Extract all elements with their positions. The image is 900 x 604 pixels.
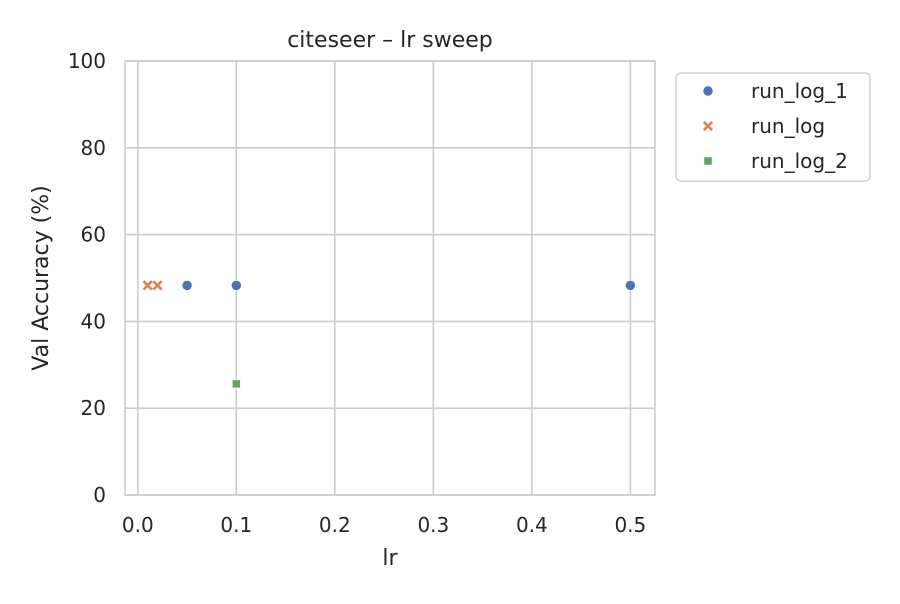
data-point-run-log-2 (231, 379, 241, 389)
legend-marker-run-log (702, 120, 714, 132)
data-point-run-log-1 (230, 279, 242, 292)
x-tick-label: 0.5 (614, 513, 646, 537)
y-tick-label: 100 (68, 49, 106, 73)
chart-title: citeseer – lr sweep (287, 28, 493, 53)
legend-label: run_log (751, 114, 825, 138)
y-tick-label: 40 (81, 309, 106, 333)
y-axis-label: Val Accuracy (%) (29, 185, 54, 370)
legend-marker-run-log-1 (702, 85, 714, 97)
x-tick-label: 0.0 (122, 513, 154, 537)
data-points (142, 279, 637, 389)
data-point-run-log (152, 280, 163, 291)
y-tick-label: 80 (81, 136, 106, 160)
legend-marker-run-log-2 (703, 156, 713, 166)
data-point-run-log-1 (181, 279, 193, 292)
y-tick-label: 0 (93, 483, 106, 507)
y-tick-label: 20 (81, 396, 106, 420)
axis-ticks: 0.0 0.1 0.2 0.3 0.4 0.5 0 20 40 60 80 100 (68, 49, 646, 537)
x-tick-label: 0.2 (319, 513, 351, 537)
x-tick-label: 0.3 (417, 513, 449, 537)
x-tick-label: 0.1 (220, 513, 252, 537)
data-point-run-log-1 (624, 279, 637, 292)
legend-label: run_log_1 (751, 79, 848, 103)
legend-label: run_log_2 (751, 149, 848, 173)
plot-frame (124, 60, 656, 496)
legend: run_log_1 run_log run_log_2 (675, 72, 871, 182)
data-point-run-log (142, 280, 153, 291)
grid-lines (125, 60, 655, 496)
legend-frame (675, 72, 871, 182)
y-tick-label: 60 (81, 223, 106, 247)
x-tick-label: 0.4 (516, 513, 548, 537)
x-axis-label: lr (382, 546, 398, 571)
